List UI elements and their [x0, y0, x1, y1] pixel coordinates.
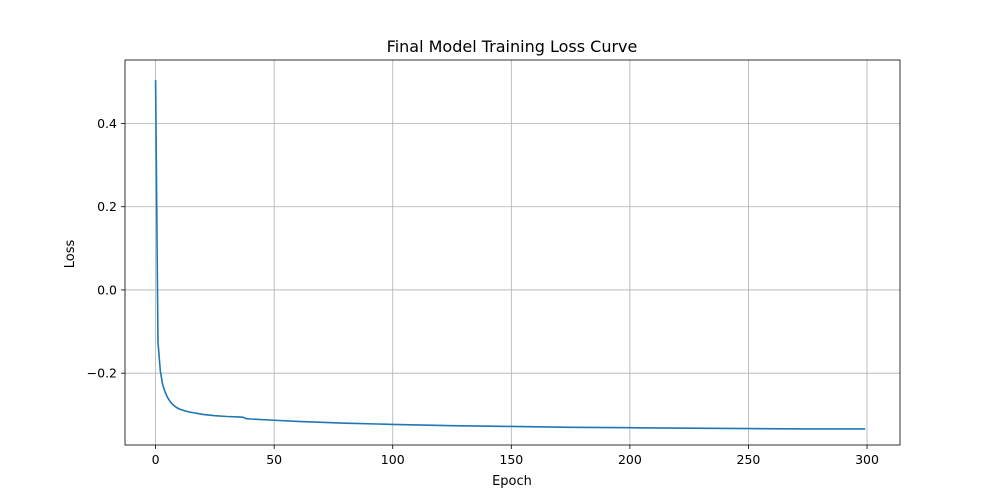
x-axis-label: Epoch: [492, 474, 532, 489]
grid-layer: [125, 60, 900, 445]
series-layer: [154, 79, 866, 430]
x-tick-label: 0: [152, 452, 160, 467]
x-tick-label: 300: [855, 452, 879, 467]
x-tick-label: 100: [381, 452, 405, 467]
chart-title: Final Model Training Loss Curve: [387, 37, 638, 56]
y-tick-label: 0.0: [97, 282, 117, 297]
loss-series-line: [154, 79, 866, 430]
y-axis-label: Loss: [63, 240, 78, 269]
tick-layer: 0 50 100 150 200 250 300 −0.2 0.0 0.2 0.4: [87, 116, 879, 467]
y-tick-label: 0.4: [97, 116, 117, 131]
x-tick-label: 200: [618, 452, 642, 467]
y-tick-label: −0.2: [87, 366, 117, 381]
x-tick-label: 250: [737, 452, 761, 467]
x-tick-label: 150: [499, 452, 523, 467]
x-tick-label: 50: [266, 452, 282, 467]
y-tick-label: 0.2: [97, 199, 117, 214]
axes-frame: [124, 59, 901, 446]
